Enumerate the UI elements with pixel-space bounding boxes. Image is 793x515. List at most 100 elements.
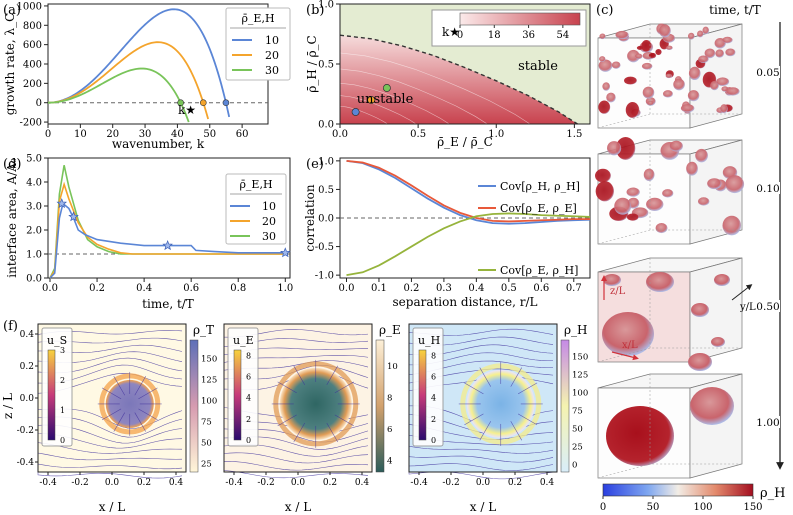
- x-tick-label: 0.7: [566, 283, 582, 294]
- density-blob: [665, 73, 673, 79]
- x-tick-label: 30: [139, 129, 152, 140]
- speed-colorbar-gradient: [233, 349, 242, 441]
- correlation-curve: [346, 159, 590, 223]
- streamline: [37, 460, 183, 470]
- colorbar-tick-label: 36: [522, 30, 535, 41]
- density-blob: [599, 56, 606, 62]
- density-blob: [595, 181, 614, 202]
- radial-streamline: [113, 376, 126, 396]
- speed-colorbar-tick: 6: [431, 372, 436, 381]
- y-tick-label: 0.0: [26, 274, 42, 285]
- speed-colorbar-tick: 2: [431, 415, 436, 424]
- contour-line: [339, 82, 450, 125]
- density-blob: [624, 76, 637, 85]
- density-blob: [725, 48, 736, 57]
- x-tick-label: 0.1: [371, 283, 387, 294]
- radial-streamline: [334, 381, 355, 394]
- panel-a-xlabel: wavenumber, k: [112, 137, 205, 151]
- density-blob: [642, 86, 655, 99]
- speed-colorbar-gradient: [47, 349, 56, 441]
- field-colorbar-tick: 125: [201, 376, 217, 386]
- density-blob: [711, 337, 725, 347]
- density-blob: [707, 178, 722, 190]
- legend-label-10: 10: [265, 34, 279, 47]
- x-axis-label: x / L: [285, 500, 311, 514]
- x-tick-label: -0.4: [39, 478, 57, 488]
- y-tick-label: 2.0: [26, 226, 42, 237]
- radial-streamline: [517, 382, 538, 395]
- panel-b: (b) 0.0 0.5 1.0 1.5 0.0 0.5 1.0 stable unstabl…: [305, 0, 591, 149]
- speed-colorbar-tick: 1: [60, 406, 65, 415]
- y-tick-label: 0.5: [318, 185, 334, 196]
- x-tick-label: 0.0: [332, 129, 348, 140]
- radial-streamline: [510, 367, 523, 387]
- legend-box: [225, 173, 287, 245]
- colorbar-tick-label: 18: [488, 30, 501, 41]
- density-blob: [714, 274, 730, 286]
- y-tick-label: 0: [36, 98, 42, 109]
- density-blob: [635, 53, 643, 60]
- y-tick-label: 800: [23, 21, 42, 32]
- panel-e-legend: Cov[ρ_H, ρ_H] Cov[ρ_E, ρ_E] Cov[ρ_E, ρ_H]: [478, 180, 580, 277]
- density-blob: [673, 78, 685, 91]
- map-3: u_H 0 2 4 6 8 ρ_H 0 25 50 75 100 125 150 -0.4 -0.2 0.0 0.…: [408, 323, 588, 514]
- field-colorbar-label: ρ_E: [379, 323, 401, 337]
- x-tick-label: 1.5: [566, 129, 582, 140]
- time-label-bg: [758, 300, 780, 312]
- x-axis-label: x / L: [470, 500, 496, 514]
- field-colorbar-gradient: [375, 339, 385, 473]
- legend-title: ρ̄_E,H: [239, 178, 272, 191]
- legend-label-20: 20: [262, 215, 276, 228]
- panel-f-ylabel: z / L: [1, 393, 15, 419]
- time-label-bg: [758, 66, 780, 78]
- x-tick-label: -0.2: [71, 478, 88, 488]
- x-tick-label: 0.4: [540, 478, 555, 488]
- streamline: [37, 470, 183, 479]
- x-tick-label: 0.6: [183, 283, 199, 294]
- radial-streamline: [101, 408, 122, 421]
- radial-streamline: [326, 365, 339, 386]
- star-marker: [280, 247, 291, 258]
- field-colorbar-tick: 25: [572, 443, 583, 453]
- field-disc: [466, 369, 535, 438]
- panel-c: (c) time, t/T 0.050.10z/Lx/Ly/L 0.501.00 …: [595, 3, 785, 513]
- legend-entries: 10 20 30: [230, 200, 276, 243]
- radial-streamline: [479, 421, 492, 441]
- kstar-marker-20: [199, 99, 207, 107]
- density-blob: [655, 48, 662, 56]
- colorbar-gradient: [459, 12, 581, 26]
- density-blob: [643, 168, 655, 182]
- time-label: 0.50: [756, 301, 779, 313]
- panel-c-cubes: 0.05 0.10 z/L x/L y/L 0.50 1.00: [595, 23, 780, 479]
- density-blob: [722, 215, 742, 236]
- kstar-marker-30: [177, 99, 184, 107]
- rho-h-colorbar-gradient: [602, 483, 754, 497]
- y-tick-label: 200: [23, 79, 42, 90]
- legend-label-20: 20: [265, 49, 279, 62]
- time-label: 0.10: [756, 183, 779, 195]
- panel-b-ylabel: ρ̄_H / ρ̄_C: [305, 35, 319, 92]
- speed-colorbar-tick: 0: [60, 436, 65, 445]
- time-label: 1.00: [756, 417, 779, 429]
- radial-streamline: [479, 367, 492, 387]
- density-blob: [666, 45, 673, 50]
- kstar-colorbar: k★ 0 18 36 54: [431, 9, 587, 47]
- y-tick-label: 0.0: [318, 120, 334, 131]
- density-blob: [602, 312, 654, 356]
- panel-a-kstar-label: k★: [178, 103, 196, 117]
- kstar-marker-10: [222, 99, 230, 107]
- speed-colorbar-tick: 6: [246, 372, 251, 381]
- streamline: [37, 451, 183, 461]
- speed-colorbar-tick: 0: [246, 436, 251, 445]
- time-cube-2: 0.10: [595, 136, 780, 245]
- density-blob: [627, 49, 640, 63]
- y-tick-label: 0.0: [20, 394, 35, 404]
- density-blob: [704, 48, 716, 59]
- correlation-curve: [346, 212, 591, 277]
- time-label: 0.05: [756, 67, 779, 79]
- time-label-bg: [758, 182, 780, 194]
- field-colorbar-tick: 150: [201, 355, 217, 365]
- panel-a-label: (a): [3, 3, 21, 18]
